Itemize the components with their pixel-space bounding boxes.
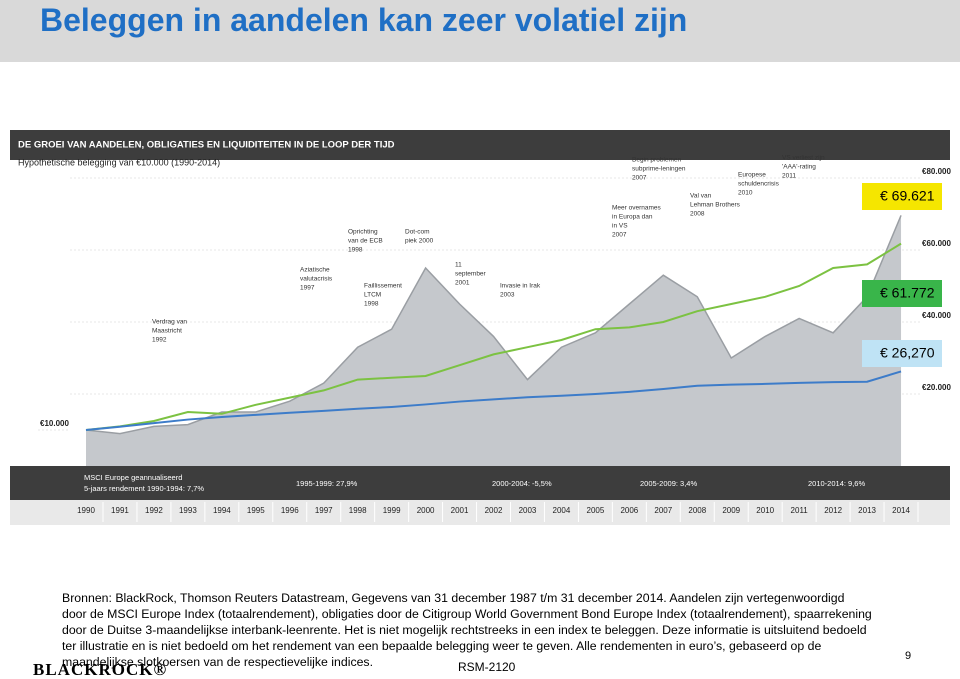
annotation: VS verliest zijn [782,155,825,162]
annotation: 2011 [782,173,796,180]
x-tick-label: 1992 [145,506,163,515]
x-tick-label: 2008 [688,506,706,515]
logo: BLACKROCK® [33,660,168,679]
annotation: 2007 [612,232,627,239]
x-tick-label: 1996 [281,506,299,515]
line [85,215,902,435]
year-strip [10,500,950,525]
annotation: LTCM [364,292,381,299]
x-tick-label: 2000 [417,506,435,515]
annotation: 1997 [300,285,315,292]
annotation: Faillissement [364,283,402,290]
x-tick-label: 2006 [620,506,638,515]
x-tick-label: 2014 [892,506,910,515]
value-label-box [862,183,942,210]
x-tick-label: 1990 [77,506,95,515]
annotation: 2007 [632,175,647,182]
annotation: schuldencrisis [738,181,780,188]
doc-code: RSM-2120 [458,660,516,674]
y-tick-label: €80.000 [922,167,951,176]
annotation: Aziatische [300,267,330,274]
annotation: Begin problemen [632,157,682,164]
band-period: 2005-2009: 3,4% [640,479,697,488]
slide-title: Beleggen in aandelen kan zeer volatiel z… [40,2,688,38]
annotation: 2010 [738,190,753,197]
x-tick-label: 1991 [111,506,129,515]
value-label: € 26,270 [880,345,935,361]
annotation: Lehman Brothers [690,202,741,209]
annotation: Invasie in Irak [500,283,541,290]
x-tick-label: 2010 [756,506,774,515]
annotation: 1998 [364,301,379,308]
y-tick-label: €20.000 [922,383,951,392]
y-tick-label: €10.000 [40,419,69,428]
annotation: piek 2000 [405,238,434,245]
x-tick-label: 1999 [383,506,401,515]
x-tick-label: 1995 [247,506,265,515]
line [85,242,902,431]
band-period: 1995-1999: 27,9% [296,479,358,488]
value-label: € 69.621 [880,188,935,204]
annotation: Verdrag van [152,319,187,326]
annotation: september [455,271,487,278]
x-tick-label: 1993 [179,506,197,515]
annotation: Europese [738,172,766,179]
annotation: van de ECB [348,238,383,245]
page-number: 9 [905,650,912,662]
value-label: € 61.772 [880,285,935,301]
x-tick-label: 2005 [587,506,605,515]
x-tick-label: 2007 [654,506,672,515]
value-label-box [862,280,942,307]
return-band [10,466,950,500]
source-note: Bronnen: BlackRock, Thomson Reuters Data… [62,591,872,669]
band-title: 5-jaars rendement 1990-1994: 7,7% [84,484,204,493]
annotation: subprime-leningen [632,166,686,173]
area [86,215,902,466]
x-tick-label: 2009 [722,506,740,515]
annotation: 2001 [455,280,470,287]
y-tick-label: €60.000 [922,239,951,248]
chart: DE GROEI VAN AANDELEN, OBLIGATIES EN LIQ… [10,130,951,525]
annotation: in Europa dan [612,214,653,221]
x-tick-label: 2001 [451,506,469,515]
x-tick-label: 1994 [213,506,231,515]
annotation: Meer overnames [612,205,662,212]
title-bar [0,0,960,62]
annotation: 2008 [690,211,705,218]
annotation: Dot-com [405,229,430,236]
x-tick-label: 2013 [858,506,876,515]
x-tick-label: 1998 [349,506,367,515]
band-period: 2000-2004: -5,5% [492,479,552,488]
x-tick-label: 2004 [553,506,571,515]
annotation: Oprichting [348,229,378,236]
band-period: 2010-2014: 9,6% [808,479,865,488]
annotation: 2003 [500,292,515,299]
annotation: Maastricht [152,328,182,335]
x-tick-label: 1997 [315,506,333,515]
annotation: 1998 [348,247,363,254]
annotation: 'AAA'-rating [782,164,816,171]
annotation: Val van [690,193,712,200]
annotation: valutacrisis [300,276,333,283]
y-tick-label: €40.000 [922,311,951,320]
annotation: 1992 [152,337,167,344]
annotation: 11 [455,262,462,269]
annotation: in VS [612,223,628,230]
chart-header [10,130,950,160]
x-tick-label: 2003 [519,506,537,515]
x-tick-label: 2002 [485,506,503,515]
line [85,370,902,431]
value-label-box [862,340,942,367]
x-tick-label: 2012 [824,506,842,515]
x-tick-label: 2011 [791,506,809,515]
chart-title: DE GROEI VAN AANDELEN, OBLIGATIES EN LIQ… [18,140,395,151]
band-title: MSCI Europe geannualiseerd [84,473,182,482]
chart-subtitle: Hypothetische belegging van €10.000 (199… [18,157,220,167]
